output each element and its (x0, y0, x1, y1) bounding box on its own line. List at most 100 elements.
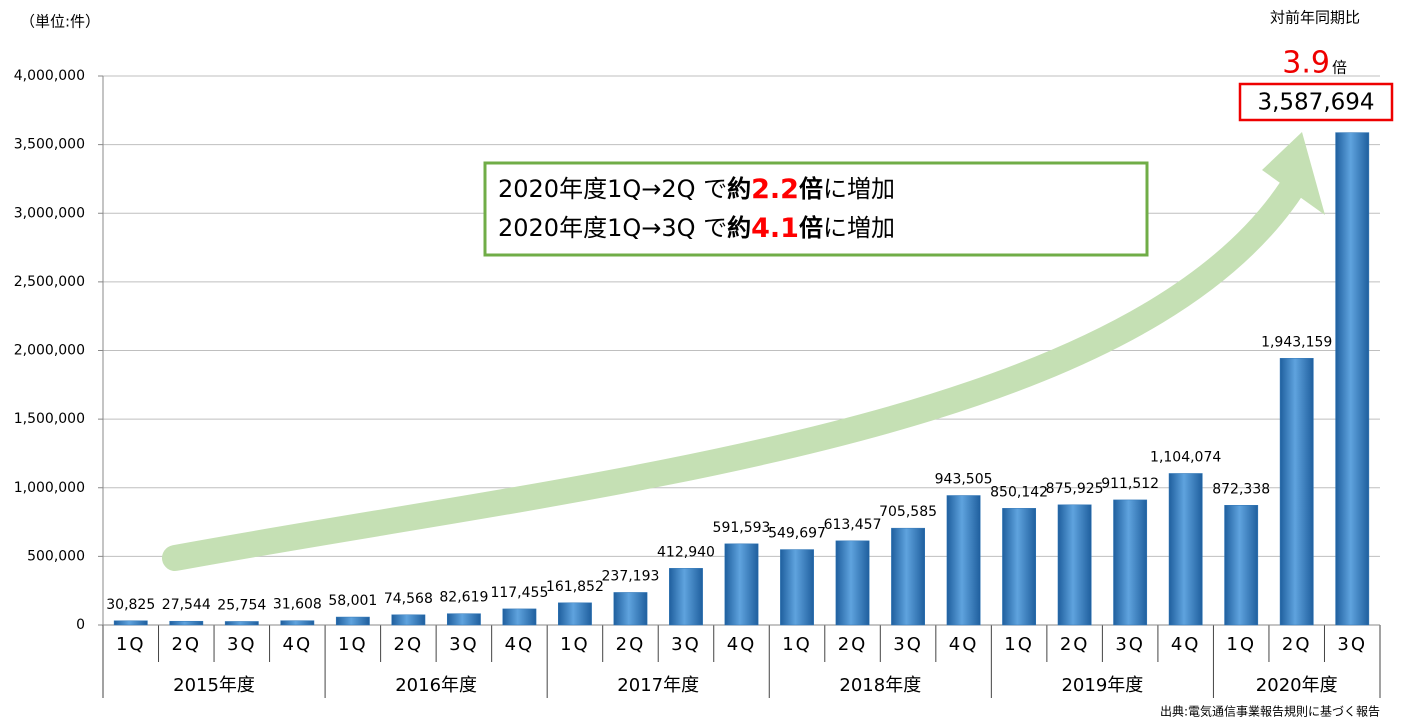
bar (1113, 499, 1148, 626)
x-tick-label: 4Q (727, 634, 757, 655)
group-label: 2020年度 (1256, 675, 1338, 696)
y-tick-label: 4,000,000 (14, 68, 85, 84)
x-tick-label: 3Q (449, 634, 479, 655)
bar (1335, 132, 1370, 626)
value-label: 705,585 (879, 504, 937, 520)
x-tick-label: 2Q (1060, 634, 1090, 655)
value-label: 82,619 (439, 590, 488, 606)
value-label: 875,925 (1046, 481, 1104, 497)
x-tick-label: 2Q (1282, 634, 1312, 655)
yoy-label: 対前年同期比 (1270, 9, 1360, 27)
value-label: 30,825 (106, 597, 155, 613)
bar (446, 613, 481, 626)
y-tick-label: 500,000 (27, 548, 85, 564)
callout-times: 倍 (799, 175, 823, 203)
y-tick-label: 2,000,000 (14, 343, 85, 359)
y-tick-label: 0 (76, 617, 85, 633)
x-tick-label: 1Q (1226, 634, 1256, 655)
callout-about: 約 (727, 175, 751, 203)
bar (169, 620, 204, 626)
value-label: 117,455 (490, 585, 548, 601)
bar (835, 540, 870, 626)
group-label: 2016年度 (395, 675, 477, 696)
callout-about: 約 (727, 214, 751, 242)
bar (558, 602, 592, 626)
highlight-box (1238, 82, 1394, 122)
value-label: 31,608 (273, 597, 322, 613)
x-tick-label: 2Q (171, 634, 201, 655)
bar (502, 608, 537, 626)
x-tick-label: 1Q (338, 634, 368, 655)
value-label: 58,001 (328, 593, 377, 609)
value-label: 3,587,694 (1257, 90, 1374, 116)
group-label: 2015年度 (173, 675, 255, 696)
x-tick-label: 3Q (227, 634, 257, 655)
bar (1224, 505, 1259, 626)
value-label: 613,457 (824, 517, 882, 533)
bar (224, 621, 259, 626)
x-tick-label: 4Q (949, 634, 979, 655)
value-label: 943,505 (935, 472, 993, 488)
value-label: 74,568 (384, 591, 433, 607)
x-tick-label: 4Q (505, 634, 535, 655)
value-label: 1,104,074 (1150, 449, 1221, 465)
yoy-unit: 倍 (1332, 59, 1347, 77)
x-tick-label: 3Q (1115, 634, 1145, 655)
source: 出典:電気通信事業報告規則に基づく報告 (1160, 704, 1380, 719)
callout-line: 2020年度1Q→3Q で約4.1倍に増加 (498, 213, 895, 244)
value-label: 412,940 (657, 544, 715, 560)
group-label: 2019年度 (1061, 675, 1143, 696)
x-tick-label: 3Q (671, 634, 701, 655)
bar (1279, 358, 1314, 626)
bar (391, 614, 426, 626)
x-tick-label: 4Q (1171, 634, 1201, 655)
y-tick-label: 1,500,000 (14, 411, 85, 427)
y-tick-label: 3,000,000 (14, 205, 85, 221)
trend-arrow (162, 162, 1313, 571)
value-label: 161,852 (546, 579, 604, 595)
trend-arrow-head (1262, 132, 1325, 215)
bar (1057, 504, 1092, 626)
callout-times: 倍 (799, 214, 823, 242)
group-label: 2018年度 (839, 675, 921, 696)
x-tick-label: 2Q (616, 634, 646, 655)
bar (669, 568, 703, 626)
y-tick-label: 2,500,000 (14, 274, 85, 290)
bar (1002, 508, 1037, 626)
group-label: 2017年度 (617, 675, 699, 696)
callout-suffix: に増加 (823, 175, 895, 203)
y-tick-label: 1,000,000 (14, 480, 85, 496)
x-tick-label: 3Q (1337, 634, 1367, 655)
bar (1168, 473, 1203, 626)
callout-suffix: に増加 (823, 214, 895, 242)
x-tick-label: 2Q (394, 634, 424, 655)
value-label: 27,544 (162, 597, 211, 613)
x-tick-label: 1Q (116, 634, 146, 655)
bar (280, 620, 315, 626)
callout-line: 2020年度1Q→2Q で約2.2倍に増加 (498, 174, 895, 205)
callout-ratio: 2.2 (751, 174, 799, 205)
value-label: 549,697 (768, 526, 826, 542)
x-tick-label: 3Q (893, 634, 923, 655)
bar (780, 549, 814, 626)
callout-prefix: 2020年度1Q→2Q で (498, 175, 727, 203)
callout-prefix: 2020年度1Q→3Q で (498, 214, 727, 242)
bar (335, 616, 370, 626)
unit-note: （単位:件） (20, 13, 100, 31)
value-label: 237,193 (602, 568, 660, 584)
callout-box (483, 161, 1149, 257)
bar (113, 620, 148, 626)
value-label: 1,943,159 (1261, 334, 1332, 350)
yoy-value: 3.9 (1282, 46, 1330, 81)
value-label: 591,593 (713, 520, 771, 536)
x-tick-label: 1Q (560, 634, 590, 655)
value-label: 850,142 (990, 484, 1048, 500)
bar (613, 592, 648, 626)
value-label: 911,512 (1101, 476, 1159, 492)
bar (891, 527, 925, 626)
callout-ratio: 4.1 (751, 213, 799, 244)
bar (946, 495, 981, 626)
value-label: 25,754 (217, 597, 266, 613)
value-label: 872,338 (1212, 481, 1270, 497)
